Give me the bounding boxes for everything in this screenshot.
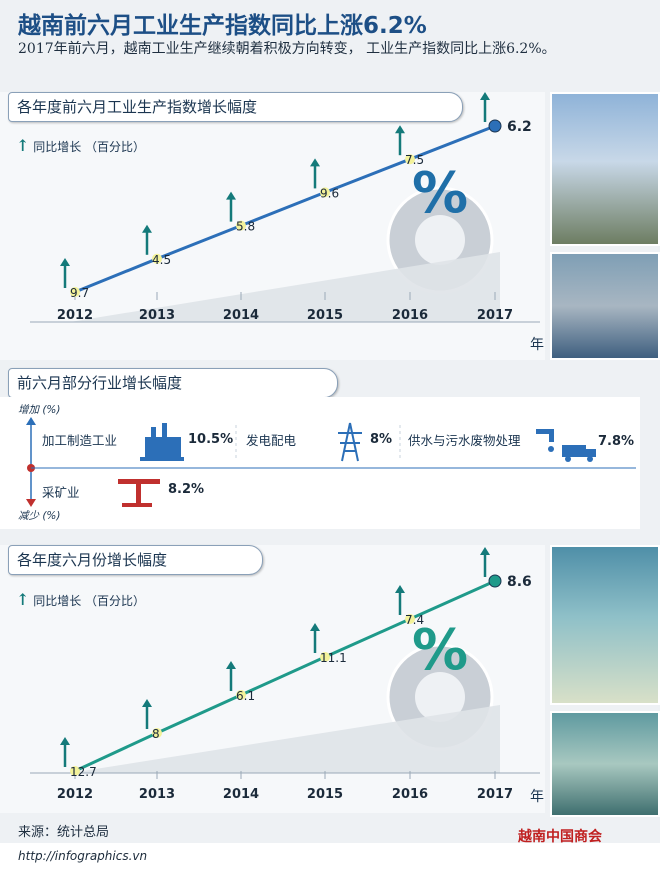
x-tick-label: 2013 xyxy=(139,787,175,802)
up-arrowhead-icon xyxy=(480,547,490,555)
up-arrowhead-icon xyxy=(60,737,70,745)
industry-label-power: 发电配电 xyxy=(246,433,297,448)
food-processing-photo xyxy=(550,545,660,705)
chart2-year-unit: 年 xyxy=(530,789,544,805)
watermark-text: 越南中国商会 xyxy=(518,829,602,845)
chart1-legend-label: 同比增长 （百分比） xyxy=(33,140,146,154)
data-point xyxy=(488,119,502,133)
x-tick-label: 2017 xyxy=(477,787,513,802)
chart1-legend: ↑ 同比增长 （百分比） xyxy=(16,136,145,155)
industry-value-water: 7.8% xyxy=(598,434,635,449)
chart2-shadow xyxy=(70,705,500,773)
chart1-year-unit: 年 xyxy=(530,337,544,353)
data-label: 7.5 xyxy=(405,153,424,167)
data-label: 6.1 xyxy=(236,689,255,703)
x-tick-label: 2014 xyxy=(223,787,259,802)
factory-icon xyxy=(140,423,184,461)
chart2-percent-icon: % xyxy=(412,618,468,683)
up-arrowhead-icon xyxy=(142,699,152,707)
chart2-legend-label: 同比增长 （百分比） xyxy=(33,594,146,608)
x-tick-label: 2016 xyxy=(392,787,428,802)
data-point xyxy=(405,614,415,624)
industry-label-water: 供水与污水废物处理 xyxy=(408,433,521,448)
x-tick-label: 2013 xyxy=(139,308,175,323)
up-arrowhead-icon xyxy=(395,125,405,134)
data-label: 8.6 xyxy=(507,574,532,590)
data-label: 12.7 xyxy=(70,765,97,779)
power-tower-icon xyxy=(338,422,362,462)
data-label: 5.8 xyxy=(236,220,255,234)
chart1-shadow xyxy=(70,252,500,322)
footer-bar xyxy=(0,843,660,871)
up-arrowhead-icon xyxy=(395,585,405,593)
data-label: 9.7 xyxy=(70,286,89,300)
water-truck-icon xyxy=(536,429,596,462)
chart1: % 2012 2013 2014 2015 2016 2017 9.7 4.5 5.8 9.6 7… xyxy=(30,92,544,353)
data-point xyxy=(320,187,330,198)
data-label: 9.6 xyxy=(320,186,339,200)
chart2-series-line xyxy=(74,579,496,773)
axis-up-arrowhead xyxy=(26,417,36,425)
power-station-photo xyxy=(550,92,660,246)
industry-value-manufacturing: 10.5% xyxy=(188,432,234,447)
data-point xyxy=(320,652,330,662)
data-point xyxy=(152,253,162,264)
axis-down-arrowhead xyxy=(26,499,36,507)
page-subtitle: 2017年前六月，越南工业生产继续朝着积极方向转变， 工业生产指数同比上涨6.2… xyxy=(18,41,556,57)
data-label: 11.1 xyxy=(320,651,347,665)
industry-label-manufacturing: 加工制造工业 xyxy=(42,433,118,448)
section3-heading: 各年度六月份增长幅度 xyxy=(8,545,263,575)
axis-increase-label: 增加 (%) xyxy=(18,404,61,416)
chart1-series-line xyxy=(74,124,496,294)
x-tick-label: 2015 xyxy=(307,787,343,802)
data-label: 4.5 xyxy=(152,253,171,267)
axis-decrease-label: 减少 (%) xyxy=(18,510,61,522)
industry-label-mining: 采矿业 xyxy=(42,485,80,500)
data-point xyxy=(152,728,162,738)
up-arrow-icon: ↑ xyxy=(16,136,30,155)
data-label: 8 xyxy=(152,727,160,741)
up-arrowhead-icon xyxy=(310,623,320,631)
data-label: 6.2 xyxy=(507,119,532,135)
x-tick-label: 2015 xyxy=(307,308,343,323)
footer-url[interactable]: http://infographics.vn xyxy=(18,849,148,863)
industry-panel xyxy=(0,397,640,529)
data-point xyxy=(236,690,246,700)
x-tick-label: 2012 xyxy=(57,787,93,802)
data-point xyxy=(488,574,502,588)
x-tick-label: 2017 xyxy=(477,308,513,323)
up-arrowhead-icon xyxy=(480,92,490,100)
page-title: 越南前六月工业生产指数同比上涨6.2% xyxy=(18,13,427,39)
up-arrowhead-icon xyxy=(226,191,236,200)
data-label: 7.4 xyxy=(405,613,424,627)
industry-value-power: 8% xyxy=(370,432,393,447)
industry-value-mining: 8.2% xyxy=(168,482,205,497)
data-point xyxy=(236,220,246,231)
data-point xyxy=(70,766,80,776)
x-tick-label: 2014 xyxy=(223,308,259,323)
up-arrowhead-icon xyxy=(142,224,152,233)
chart1-percent-icon: % xyxy=(412,161,468,226)
oil-pump-icon xyxy=(118,479,160,507)
up-arrowhead-icon xyxy=(226,661,236,669)
workshop-photo xyxy=(550,711,660,817)
up-arrowhead-icon xyxy=(60,258,70,266)
factory-workers-photo xyxy=(550,252,660,360)
industry-axis xyxy=(26,417,636,507)
section1-heading: 各年度前六月工业生产指数增长幅度 xyxy=(8,92,463,122)
chart2-legend: ↑ 同比增长 （百分比） xyxy=(16,590,145,609)
chart2: % 2012 2013 2014 2015 2016 2017 12.7 8 6.1 11.1 7… xyxy=(30,547,544,805)
section2-heading: 前六月部分行业增长幅度 xyxy=(8,368,338,398)
up-arrowhead-icon xyxy=(310,158,320,167)
x-tick-label: 2016 xyxy=(392,308,428,323)
x-tick-label: 2012 xyxy=(57,308,93,323)
up-arrow-icon: ↑ xyxy=(16,590,30,609)
data-point xyxy=(405,154,415,165)
source-text: 来源：统计总局 xyxy=(18,825,110,840)
data-point xyxy=(70,287,80,297)
